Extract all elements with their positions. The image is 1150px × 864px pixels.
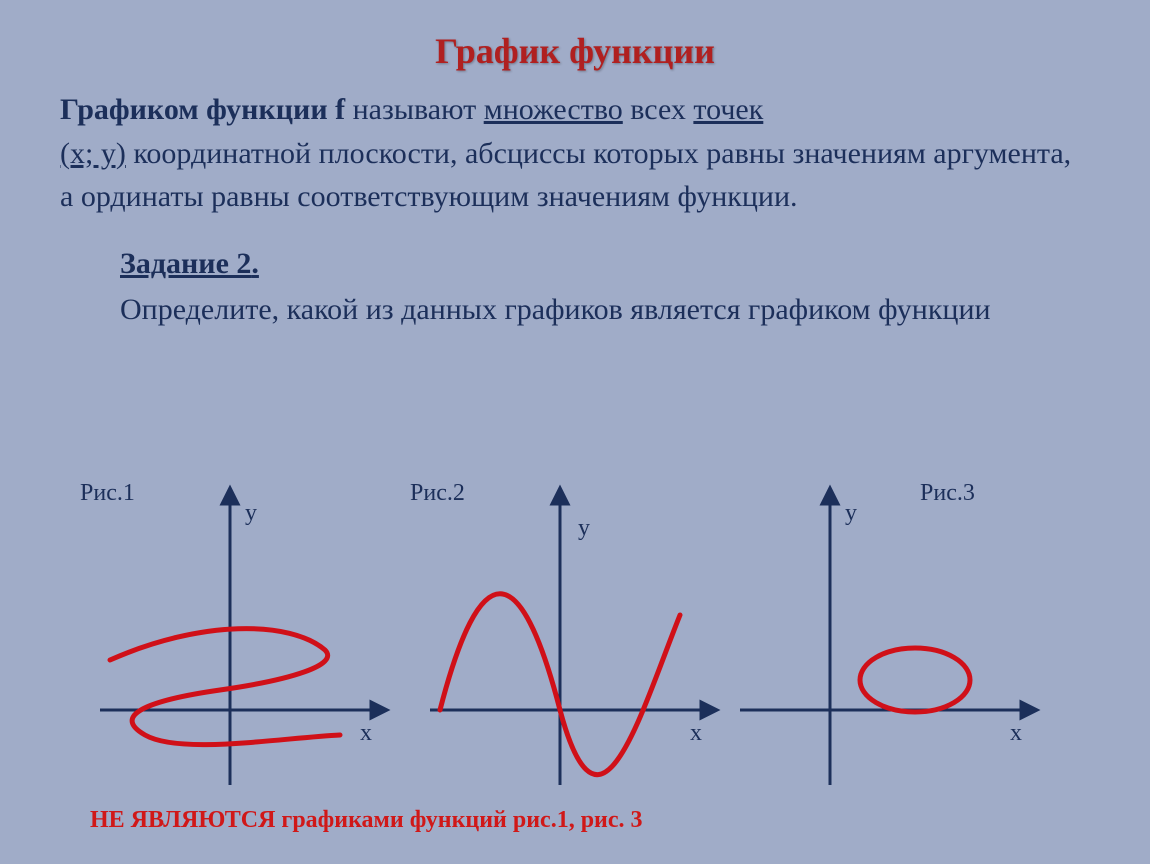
chart-1-caption: Рис.1 (80, 480, 135, 507)
task-heading-dot: . (251, 247, 259, 280)
chart-3-y-label: у (845, 500, 857, 526)
chart-1-curve (110, 629, 340, 745)
task-heading-text: Задание 2 (120, 247, 251, 280)
chart-2: Рис.2 у х (410, 480, 740, 790)
def-under2: точек (693, 93, 763, 126)
task-heading: Задание 2. (0, 219, 1150, 281)
def-mid: всех (623, 93, 694, 126)
chart-2-svg: у х (410, 480, 740, 790)
chart-1-svg: у х (80, 480, 410, 790)
chart-1-y-label: у (245, 500, 257, 526)
chart-1-x-label: х (360, 720, 372, 746)
chart-3-svg: у х (720, 480, 1050, 790)
chart-3-curve (860, 648, 970, 712)
chart-3-x-label: х (1010, 720, 1022, 746)
answer-text: НЕ ЯВЛЯЮТСЯ графиками функций рис.1, рис… (90, 807, 643, 834)
chart-2-caption: Рис.2 (410, 480, 465, 507)
def-line2-under: (х; у) (60, 137, 126, 170)
chart-2-y-label: у (578, 515, 590, 541)
definition-text: Графиком функции f называют множество вс… (0, 72, 1150, 219)
chart-1: Рис.1 у х (80, 480, 410, 790)
chart-3: Рис.3 у х (720, 480, 1050, 790)
def-lead-plain: называют (345, 93, 484, 126)
def-under1: множество (484, 93, 623, 126)
slide-title: График функции (0, 0, 1150, 72)
def-line2-rest: координатной плоскости, абсциссы которых… (60, 137, 1071, 214)
charts-row: Рис.1 у х Рис.2 у х (80, 480, 1080, 800)
chart-3-caption: Рис.3 (920, 480, 975, 507)
def-lead-bold: Графиком функции f (60, 93, 345, 126)
chart-2-x-label: х (690, 720, 702, 746)
task-body: Определите, какой из данных графиков явл… (0, 281, 1150, 331)
